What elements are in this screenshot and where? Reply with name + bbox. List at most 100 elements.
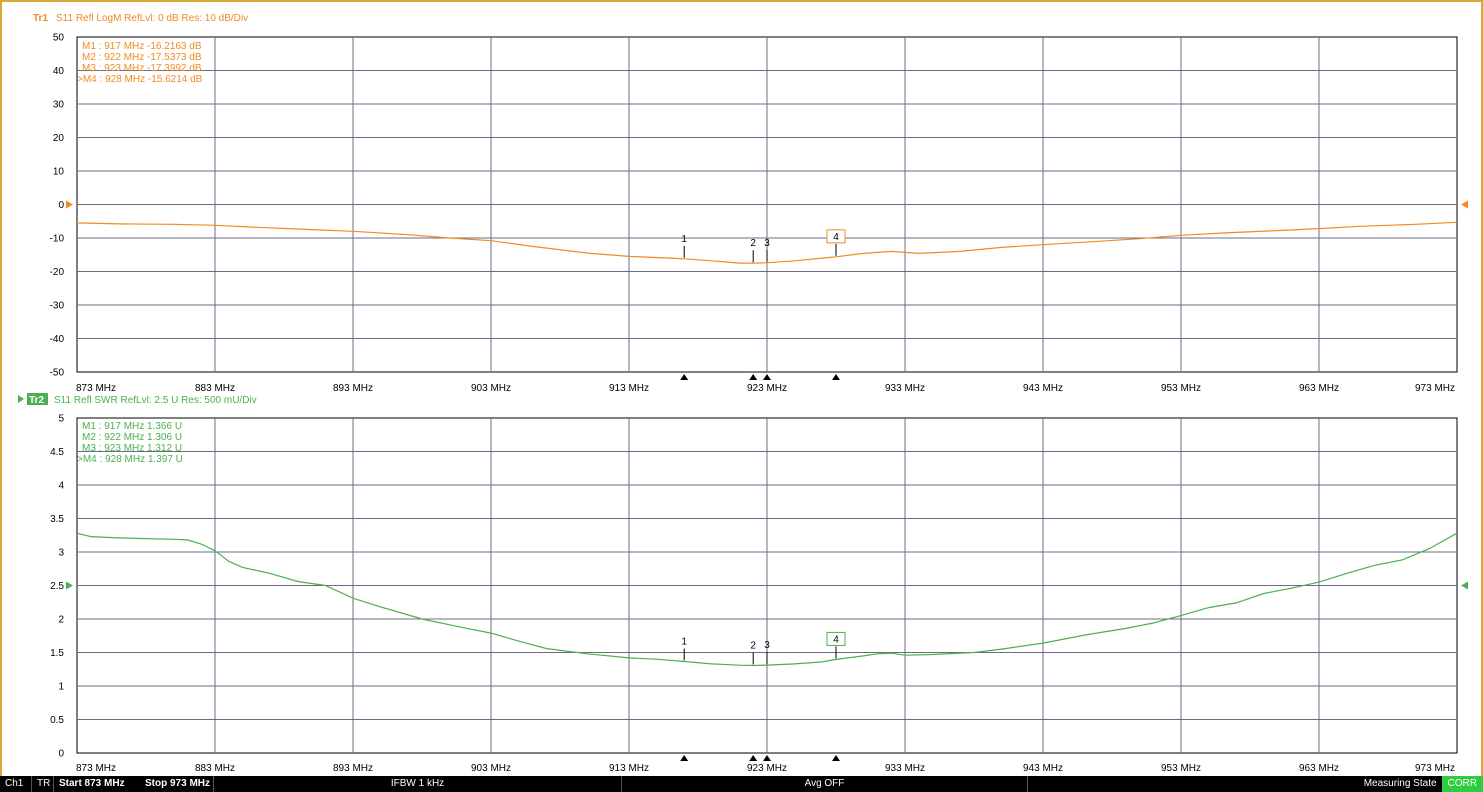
marker-label: 3 (764, 640, 770, 651)
y-tick-label: -30 (50, 301, 65, 312)
marker-4[interactable]: 4 (826, 631, 846, 761)
marker-position-triangle-icon[interactable] (832, 374, 840, 380)
x-tick-label: 893 MHz (333, 383, 373, 394)
marker-2[interactable]: 2 (749, 640, 758, 761)
y-tick-label: 0 (58, 200, 64, 211)
y-tick-label: -40 (50, 334, 65, 345)
y-tick-label: 4.5 (50, 447, 64, 458)
trace-1-line[interactable] (76, 221, 1458, 264)
active-marker-box (826, 229, 846, 244)
marker-3[interactable]: 3 (763, 640, 771, 761)
x-tick-label: 883 MHz (195, 383, 235, 394)
x-tick-label: 943 MHz (1023, 383, 1063, 394)
y-tick-label: 50 (53, 33, 65, 44)
x-tick-label: 963 MHz (1299, 383, 1339, 394)
ref-level-right-arrow-icon[interactable] (1461, 581, 1468, 590)
marker-position-triangle-icon[interactable] (680, 374, 689, 380)
marker-position-triangle-icon[interactable] (763, 755, 771, 761)
instrument-frame (0, 0, 1483, 776)
stop-frequency[interactable]: Stop 973 MHz (140, 776, 214, 792)
x-tick-label: 923 MHz (747, 763, 787, 774)
y-tick-label: -10 (50, 234, 65, 245)
trace-2-header: S11 Refl SWR RefLvl: 2.5 U Res: 500 mU/D… (54, 395, 257, 406)
x-tick-label: 953 MHz (1161, 383, 1201, 394)
y-tick-label: 2.5 (50, 581, 64, 592)
x-tick-label: 923 MHz (747, 383, 787, 394)
x-tick-label: 883 MHz (195, 763, 235, 774)
marker-position-triangle-icon[interactable] (763, 374, 771, 380)
y-tick-label: 1 (58, 682, 64, 693)
x-tick-label: 943 MHz (1023, 763, 1063, 774)
chart-canvas: Tr1 S11 Refl LogM RefLvl: 0 dB Res: 10 dB… (18, 13, 1468, 774)
trace-2-panel[interactable]: Tr2 S11 Refl SWR RefLvl: 2.5 U Res: 500 m… (18, 393, 1468, 774)
y-tick-label: 2 (58, 615, 64, 626)
y-tick-label: 3.5 (50, 514, 64, 525)
trace-1-panel[interactable]: Tr1 S11 Refl LogM RefLvl: 0 dB Res: 10 dB… (33, 13, 1468, 394)
x-tick-label: 913 MHz (609, 383, 649, 394)
marker-position-triangle-icon[interactable] (680, 755, 689, 761)
marker-readout: M3 : 923 MHz -17.3992 dB (82, 63, 202, 74)
ref-level-left-arrow-icon[interactable] (66, 200, 73, 209)
x-tick-label: 873 MHz (76, 763, 116, 774)
marker-2[interactable]: 2 (749, 238, 758, 380)
x-tick-label: 913 MHz (609, 763, 649, 774)
y-tick-label: 0 (58, 749, 64, 760)
marker-readout: >M4 : 928 MHz 1.397 U (77, 454, 183, 465)
status-bar: Ch1 TR Start 873 MHz Stop 973 MHz IFBW 1… (0, 776, 1483, 792)
trace-1-label[interactable]: Tr1 (33, 13, 48, 24)
marker-readout: M2 : 922 MHz 1.306 U (82, 432, 182, 443)
grid-2 (77, 418, 1457, 753)
marker-label: 2 (750, 640, 756, 651)
channel-label[interactable]: Ch1 (0, 776, 32, 792)
marker-position-triangle-icon[interactable] (749, 374, 758, 380)
y-tick-label: 1.5 (50, 648, 64, 659)
trace-2-line[interactable] (76, 532, 1458, 667)
y-tick-label: 0.5 (50, 715, 64, 726)
correction-badge: CORR (1441, 776, 1483, 792)
marker-readout: M1 : 917 MHz -16.2163 dB (82, 41, 202, 52)
y-tick-label: 30 (53, 100, 65, 111)
marker-readout: M2 : 922 MHz -17.5373 dB (82, 52, 202, 63)
marker-label: 4 (833, 232, 839, 243)
y-tick-label: 3 (58, 548, 64, 559)
start-frequency[interactable]: Start 873 MHz (59, 778, 125, 789)
averaging-label[interactable]: Avg OFF (622, 776, 1028, 792)
y-tick-label: -50 (50, 368, 65, 379)
marker-readout: >M4 : 928 MHz -15.6214 dB (77, 74, 203, 85)
trace-2-badge[interactable] (27, 393, 48, 405)
marker-4[interactable]: 4 (826, 229, 846, 380)
y-tick-label: 5 (58, 414, 64, 425)
x-tick-label: 963 MHz (1299, 763, 1339, 774)
x-tick-label: 903 MHz (471, 763, 511, 774)
marker-label: 1 (681, 234, 687, 245)
x-tick-label: 973 MHz (1415, 763, 1455, 774)
marker-position-triangle-icon[interactable] (832, 755, 840, 761)
marker-label: 1 (681, 636, 687, 647)
y-tick-label: 20 (53, 133, 65, 144)
marker-readout: M3 : 923 MHz 1.312 U (82, 443, 182, 454)
grid-1 (77, 37, 1457, 372)
mode-label[interactable]: TR (32, 776, 54, 792)
ref-level-left-arrow-icon[interactable] (66, 581, 73, 590)
x-tick-label: 933 MHz (885, 763, 925, 774)
marker-label: 3 (764, 238, 770, 249)
x-tick-label: 973 MHz (1415, 383, 1455, 394)
ifbw-label[interactable]: IFBW 1 kHz (214, 776, 622, 792)
x-tick-label: 953 MHz (1161, 763, 1201, 774)
marker-1[interactable]: 1 (680, 636, 689, 761)
marker-1[interactable]: 1 (680, 234, 689, 380)
trace-1-header: S11 Refl LogM RefLvl: 0 dB Res: 10 dB/Di… (56, 13, 248, 24)
x-tick-label: 873 MHz (76, 383, 116, 394)
x-tick-label: 933 MHz (885, 383, 925, 394)
x-tick-label: 903 MHz (471, 383, 511, 394)
ref-level-right-arrow-icon[interactable] (1461, 200, 1468, 209)
active-marker-box (826, 631, 846, 646)
marker-3[interactable]: 3 (763, 238, 771, 380)
marker-position-triangle-icon[interactable] (749, 755, 758, 761)
trace-2-label[interactable]: Tr2 (29, 395, 44, 406)
y-tick-label: 10 (53, 167, 65, 178)
x-tick-label: 893 MHz (333, 763, 373, 774)
y-tick-label: 4 (58, 481, 64, 492)
measuring-state: Measuring State (1363, 778, 1437, 789)
marker-label: 4 (833, 634, 839, 645)
